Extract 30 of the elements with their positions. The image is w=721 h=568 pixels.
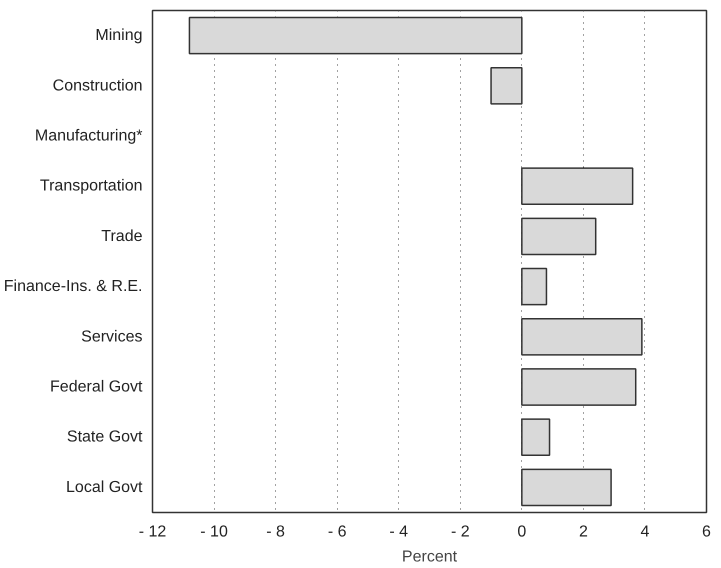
bar <box>521 268 548 306</box>
x-tick-label: - 2 <box>450 524 470 540</box>
bar <box>490 66 523 105</box>
x-tick-label: 4 <box>640 524 650 540</box>
x-tick-label: - 8 <box>266 524 286 540</box>
bar <box>521 418 550 456</box>
y-tick-label: Local Govt <box>66 478 144 496</box>
y-tick-label: Construction <box>52 77 143 94</box>
x-tick-label: - 12 <box>138 524 166 540</box>
y-tick-label: Transportation <box>40 178 143 195</box>
y-tick-label: Services <box>81 328 143 346</box>
x-axis-title: Percent <box>402 548 458 566</box>
x-tick-label: - 6 <box>328 524 347 540</box>
bar <box>521 368 636 406</box>
bar <box>188 16 523 54</box>
bar <box>521 468 612 506</box>
x-tick-label: 2 <box>578 524 588 540</box>
bar <box>521 318 643 356</box>
y-tick-label: State Govt <box>66 428 144 446</box>
x-tick-label: 6 <box>702 524 712 540</box>
x-tick-label: 0 <box>517 524 526 540</box>
bar <box>521 167 634 206</box>
y-tick-label: Finance-Ins. & R.E. <box>4 278 142 296</box>
x-tick-label: - 10 <box>200 524 228 540</box>
y-tick-label: Trade <box>101 228 143 245</box>
y-tick-label: Manufacturing* <box>34 128 143 144</box>
y-tick-label: Mining <box>95 27 143 44</box>
bar <box>521 218 596 256</box>
x-tick-label: - 4 <box>389 524 408 540</box>
y-tick-label: Federal Govt <box>50 378 144 396</box>
